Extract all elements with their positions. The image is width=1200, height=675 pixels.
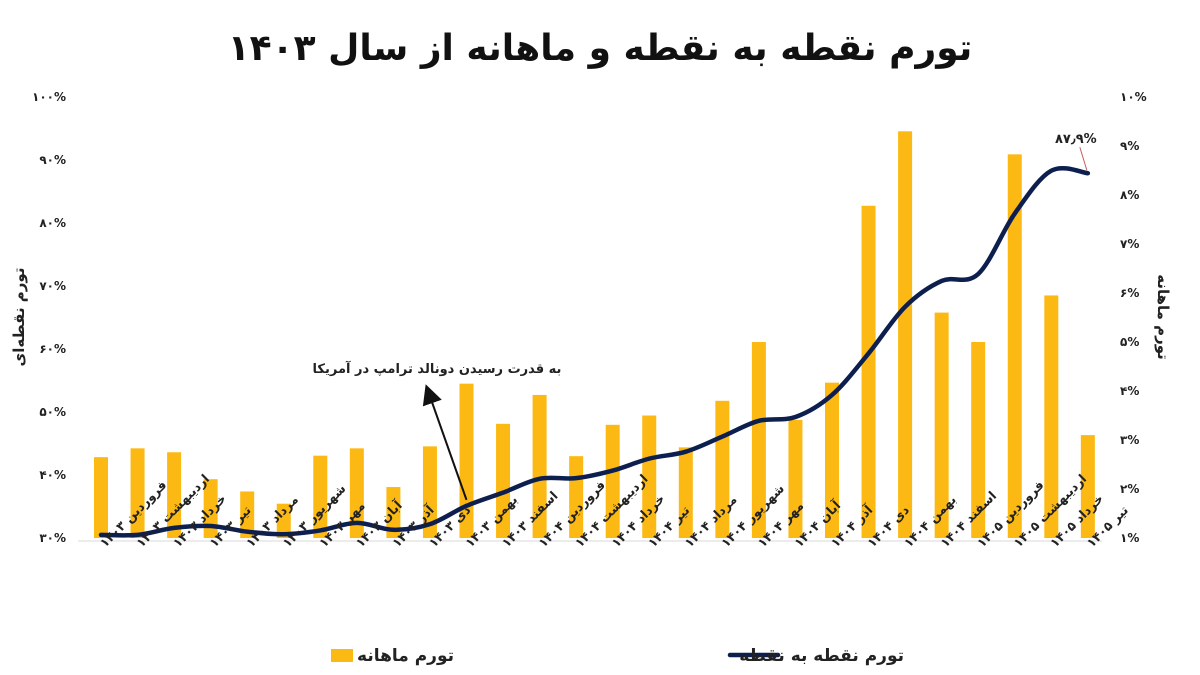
bar (532, 394, 547, 538)
bar (898, 131, 913, 539)
right-axis-title: تورم ماهانه (1154, 274, 1172, 360)
annotation-text: به قدرت رسیدن دونالد ترامپ در آمریکا (313, 360, 562, 377)
legend-line-label: تورم نقطه به نقطه (739, 646, 904, 666)
bar (934, 312, 949, 538)
left-tick-label: ۱۰۰% (32, 90, 66, 104)
right-tick-label: ۶% (1120, 286, 1139, 300)
left-axis-ticks: ۳۰% ۴۰% ۵۰% ۶۰% ۷۰% ۸۰% ۹۰% ۱۰۰% (32, 90, 66, 545)
right-tick-label: ۸% (1120, 188, 1139, 202)
bar (240, 491, 255, 538)
bar (276, 503, 291, 538)
left-tick-label: ۳۰% (39, 531, 66, 545)
bar (825, 382, 839, 538)
bar (459, 383, 474, 538)
left-tick-label: ۷۰% (39, 279, 66, 293)
bar (1044, 295, 1059, 538)
annotation-group: به قدرت رسیدن دونالد ترامپ در آمریکا (313, 360, 562, 501)
bar-series (94, 131, 1095, 539)
bar (130, 448, 145, 538)
legend: تورم ماهانه تورم نقطه به نقطه (331, 646, 904, 666)
right-tick-label: ۱% (1120, 531, 1139, 545)
left-tick-label: ۵۰% (39, 405, 66, 419)
chart-title: تورم نقطه به نقطه و ماهانه از سال ۱۴۰۳ (228, 28, 973, 69)
legend-bar-label: تورم ماهانه (357, 646, 454, 666)
bar (496, 423, 511, 538)
last-point-label: ۸۷٫۹% (1055, 132, 1097, 147)
line-series (98, 165, 1091, 538)
bar (203, 479, 218, 538)
left-tick-label: ۸۰% (39, 216, 66, 230)
right-tick-label: ۴% (1120, 384, 1139, 398)
right-tick-label: ۲% (1120, 482, 1139, 496)
bar (605, 424, 620, 538)
bar (751, 342, 766, 538)
right-tick-label: ۵% (1120, 335, 1139, 349)
bar (386, 487, 401, 538)
left-tick-label: ۴۰% (39, 468, 66, 482)
bar (861, 205, 876, 538)
left-tick-label: ۹۰% (39, 153, 66, 167)
last-point-label-group: ۸۷٫۹% (1055, 132, 1097, 171)
bar (788, 419, 803, 538)
bar (422, 446, 437, 538)
bar (94, 457, 108, 538)
bar (1007, 154, 1022, 538)
right-tick-label: ۳% (1120, 433, 1139, 447)
bar (349, 448, 364, 538)
left-tick-label: ۶۰% (39, 342, 66, 356)
bar (971, 342, 986, 538)
annotation-arrow (422, 384, 468, 501)
last-point-leader (1079, 147, 1088, 171)
bar (167, 452, 182, 538)
bar (1080, 435, 1095, 538)
bar (313, 455, 328, 538)
bar (678, 447, 693, 538)
right-axis-ticks: ۱% ۲% ۳% ۴% ۵% ۶% ۷% ۸% ۹% ۱۰% (1120, 90, 1147, 545)
legend-bar-swatch (331, 649, 353, 662)
right-tick-label: ۹% (1120, 139, 1139, 153)
bar (642, 415, 657, 538)
right-tick-label: ۱۰% (1120, 90, 1147, 104)
right-tick-label: ۷% (1120, 237, 1139, 251)
left-axis-title: تورم نقطه‌ای (10, 268, 28, 367)
